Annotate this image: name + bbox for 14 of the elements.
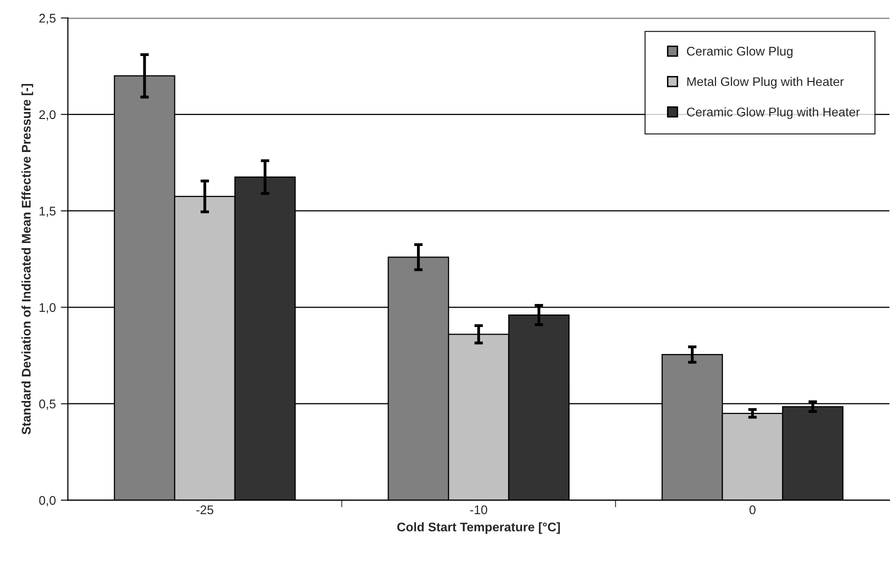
legend-label: Ceramic Glow Plug	[686, 46, 792, 58]
y-tick-label: 2,0	[39, 110, 56, 121]
x-axis-title: Cold Start Temperature [°C]	[397, 522, 560, 534]
y-tick-label: 0,0	[39, 496, 56, 506]
x-tick-label: -25	[196, 505, 214, 514]
y-axis-title: Standard Deviation of Indicated Mean Effective Pressure [-]	[21, 84, 34, 434]
y-tick-label: 2,5	[39, 14, 56, 24]
y-tick-label: 1,0	[40, 303, 56, 314]
y-tick-label: 1,5	[40, 206, 56, 217]
legend-label: Metal Glow Plug with Heater	[687, 76, 844, 89]
y-tick-label: 0,5	[39, 400, 56, 410]
legend-label: Ceramic Glow Plug with Heater	[686, 107, 860, 119]
x-tick-label: -10	[470, 505, 488, 514]
x-tick-label: 0	[750, 505, 756, 514]
